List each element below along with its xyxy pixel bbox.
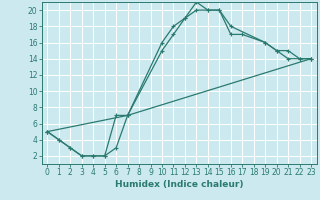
X-axis label: Humidex (Indice chaleur): Humidex (Indice chaleur) <box>115 180 244 189</box>
